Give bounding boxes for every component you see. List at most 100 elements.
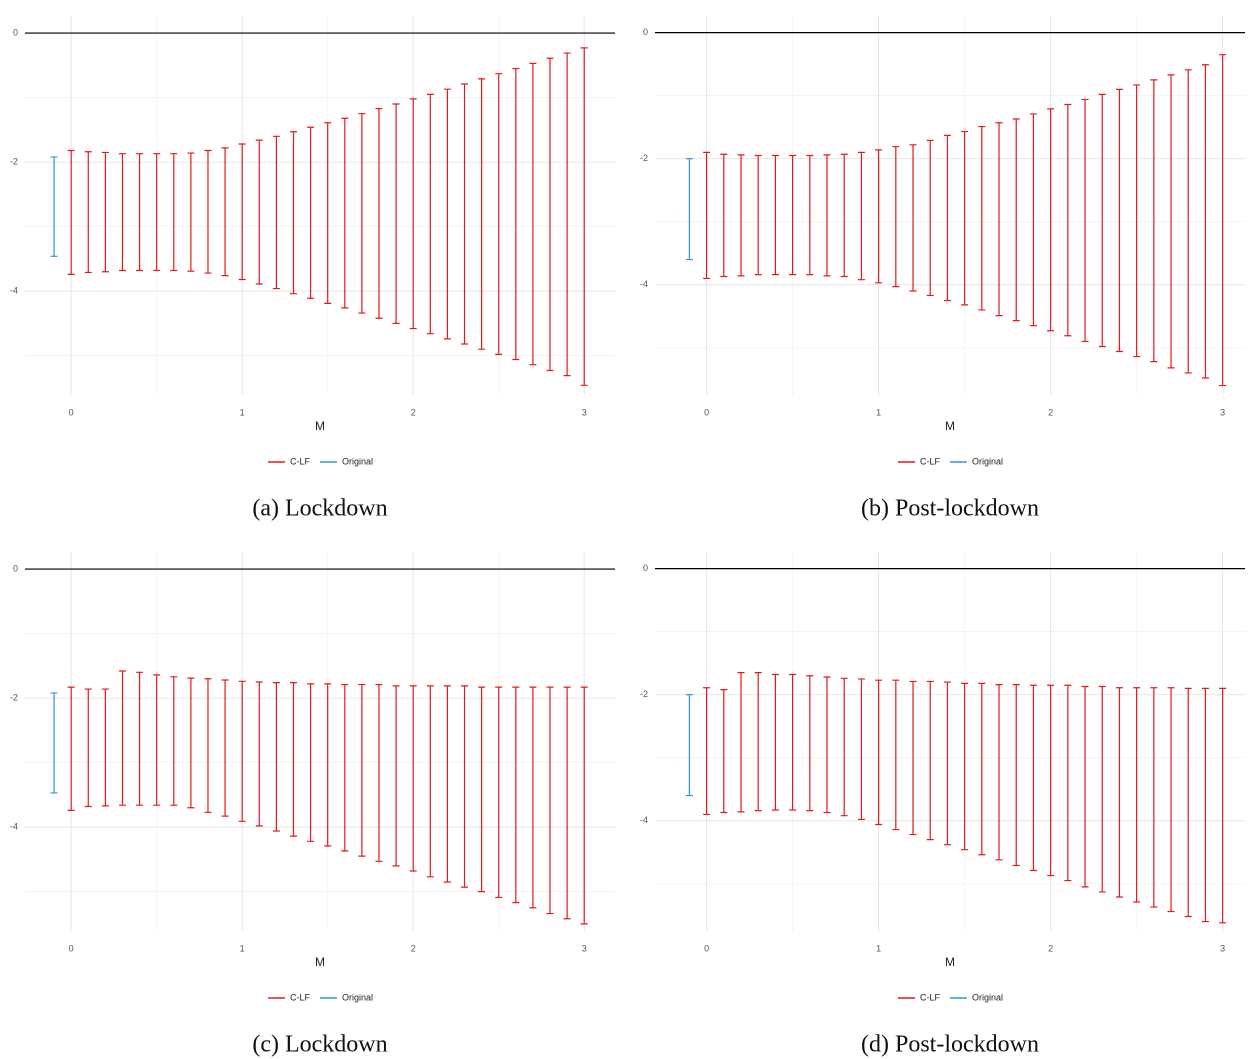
error-bar [341,683,349,852]
legend-label: C-LF [290,456,311,466]
error-bar [1064,684,1072,882]
error-bar [806,675,814,812]
legend-label: C-LF [920,992,941,1002]
x-tick-label: 3 [1220,943,1225,953]
error-bar [50,692,58,794]
error-bar [461,83,469,345]
error-bar [892,679,900,831]
error-bar [495,73,503,355]
error-bar [1047,684,1055,877]
error-bar [101,688,109,807]
error-bar [307,683,315,842]
error-bar [1201,687,1209,923]
error-bar [1012,118,1020,322]
error-bar [943,681,951,846]
error-bar [478,78,486,350]
error-bar [961,682,969,851]
error-bar [703,687,711,816]
chart-panel: 0 -2 -4 0 1 2 3 M C-LF Original (b) Post-lockdown [640,15,1245,522]
error-bar [50,156,58,257]
error-bar [495,686,503,899]
error-bar [443,685,451,883]
chart-panel: 0 -2 -4 0 1 2 3 M C-LF Original (d) Post-lockdown [640,551,1245,1058]
y-tick-label: -4 [10,822,18,832]
error-bar [909,680,917,836]
error-bar [685,694,693,797]
error-bar [392,685,400,867]
error-bar [358,683,366,857]
x-tick-label: 3 [582,407,587,417]
error-bar [754,672,762,812]
error-bar [685,158,693,261]
error-bar [255,681,263,827]
error-bar [153,674,161,806]
x-tick-label: 2 [1048,407,1053,417]
error-bar [1184,69,1192,374]
x-tick-label: 2 [1048,943,1053,953]
y-tick-label: 0 [13,563,18,573]
error-bar [221,147,229,277]
error-bar [512,67,520,361]
error-bar [737,154,745,277]
error-bar [926,139,934,297]
error-bar [187,152,195,272]
error-bar [238,143,246,281]
chart-panel: 0 -2 -4 0 1 2 3 M C-LF Original (c) Lockdown [10,551,615,1058]
error-bar [409,685,417,872]
error-bar [1167,74,1175,369]
error-bar [153,153,161,272]
x-tick-label: 3 [582,943,587,953]
error-bar [478,686,486,893]
error-bar [789,154,797,276]
error-bar [703,151,711,280]
caption: (b) Post-lockdown [861,496,1039,522]
error-bar [221,679,229,817]
error-bar [943,134,951,302]
error-bar [1012,683,1020,867]
y-tick-label: -2 [10,156,18,166]
error-bar [529,686,537,909]
error-bar [1133,84,1141,358]
error-bar [118,153,126,272]
error-bar [170,153,178,272]
error-bar [375,107,383,319]
error-bar [426,93,434,335]
error-bar [1047,108,1055,332]
x-tick-label: 1 [876,407,881,417]
error-bar [995,122,1003,317]
error-bar [978,125,986,311]
error-bar [392,103,400,324]
error-bar [238,680,246,822]
x-tick-label: 3 [1220,407,1225,417]
error-bar [289,682,297,837]
error-bar [375,683,383,862]
x-axis-title: M [945,955,955,969]
error-bar [978,682,986,856]
x-tick-label: 1 [240,407,245,417]
error-bar [118,670,126,806]
error-bar [409,98,417,330]
error-bar [961,130,969,306]
x-tick-label: 0 [704,943,709,953]
error-bar [84,688,92,808]
x-axis-title: M [315,955,325,969]
y-tick-label: -2 [640,153,648,163]
error-bar [1150,79,1158,363]
error-bar [512,686,520,904]
error-bar [1167,687,1175,913]
y-tick-label: -4 [640,815,648,825]
error-bar [754,154,762,276]
error-bar [840,677,848,817]
y-tick-label: 0 [13,27,18,37]
legend-label: C-LF [290,992,311,1002]
y-tick-label: -4 [10,286,18,296]
y-tick-label: -4 [640,279,648,289]
error-bar [737,672,745,813]
error-bar [426,685,434,878]
x-tick-label: 2 [411,407,416,417]
caption: (c) Lockdown [252,1032,387,1058]
error-bar [1115,687,1123,898]
error-bar [840,153,848,278]
error-bar [358,113,366,314]
x-tick-label: 0 [704,407,709,417]
